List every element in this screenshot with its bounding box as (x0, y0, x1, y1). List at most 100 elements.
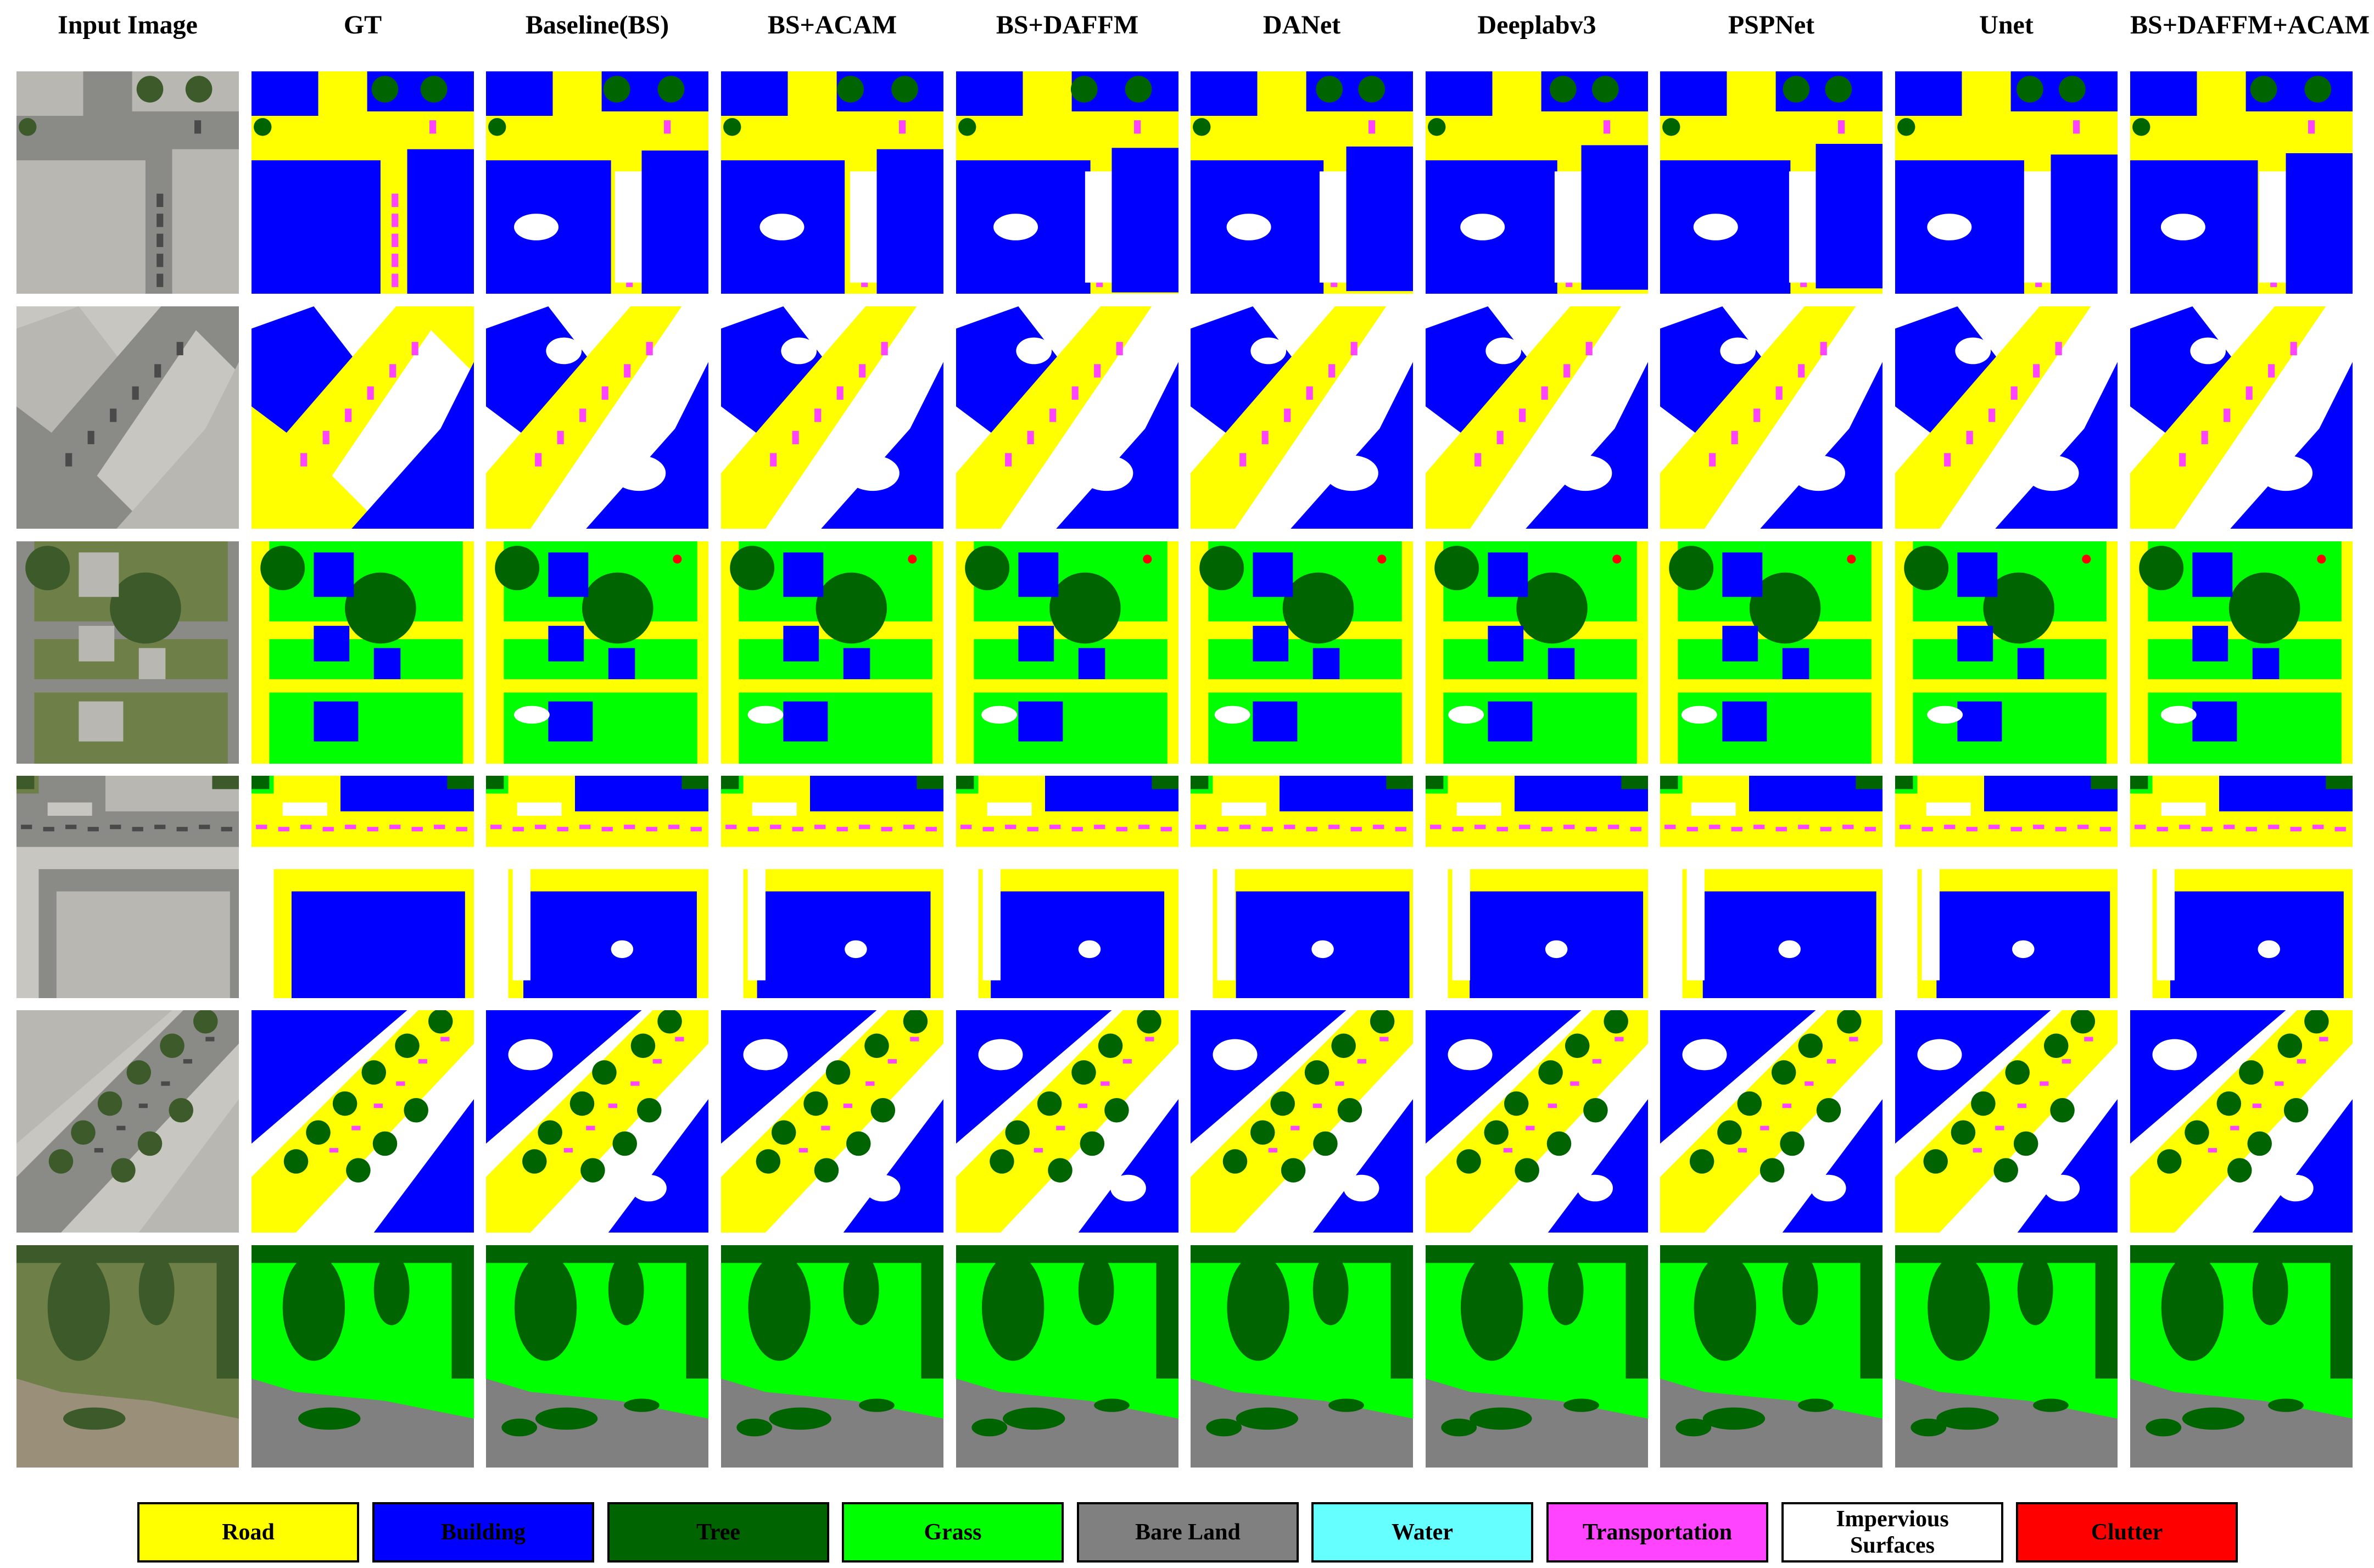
segment-region (361, 1060, 387, 1085)
segment-region (346, 1158, 371, 1183)
segment-region (94, 1148, 103, 1153)
segment-region (548, 552, 589, 597)
segment-region (601, 386, 608, 400)
segment-region (495, 546, 540, 591)
segment-region (1270, 1091, 1295, 1116)
segment-region (611, 940, 634, 959)
segment-region (1452, 869, 1470, 981)
segmentation-map-tile (1660, 306, 1883, 529)
aerial-photo (16, 541, 239, 764)
segment-region (1080, 455, 1133, 491)
segmentation-map (1660, 541, 1883, 764)
segment-region (646, 341, 653, 356)
segment-region (2033, 825, 2045, 830)
segment-region (1191, 1010, 1413, 1233)
segment-region (2043, 1033, 2069, 1059)
segment-region (586, 362, 708, 529)
segment-region (1900, 825, 1911, 830)
segment-region (373, 1099, 474, 1233)
segment-region (116, 362, 239, 529)
segment-region (1152, 776, 1178, 789)
segmentation-map (486, 776, 708, 998)
segment-region (1094, 1398, 1130, 1412)
segment-region (1583, 1097, 1608, 1123)
segment-region (2268, 1398, 2304, 1412)
segment-region (278, 827, 289, 832)
segment-region (1604, 120, 1611, 134)
segment-region (846, 455, 900, 491)
segment-region (2252, 1104, 2261, 1108)
segment-region (721, 679, 943, 693)
segmentation-map-tile (2130, 306, 2353, 529)
segment-region (252, 1245, 474, 1263)
segmentation-map (1895, 71, 2118, 294)
segment-region (1236, 1407, 1299, 1430)
segment-region (1923, 1149, 1948, 1174)
segmentation-map (2130, 541, 2353, 764)
segment-region (630, 1081, 640, 1086)
segment-region (1261, 430, 1269, 445)
segment-region (2157, 869, 2175, 981)
segment-region (815, 572, 887, 644)
segmentation-map-tile (721, 71, 943, 294)
segment-region (1306, 386, 1313, 400)
segment-region (2062, 1059, 2071, 1064)
segment-region (624, 825, 635, 830)
segment-region (345, 572, 416, 644)
segment-region (1570, 1081, 1579, 1086)
segment-region (636, 1097, 662, 1123)
segment-region (657, 76, 685, 103)
segment-region (2024, 171, 2051, 283)
segment-region (1847, 555, 1856, 564)
segment-region (2106, 541, 2118, 764)
segment-region (1820, 341, 1827, 356)
segment-region (686, 1245, 708, 1379)
segment-region (956, 1245, 1178, 1263)
segment-region (514, 214, 559, 240)
segmentation-map-tile (486, 541, 708, 764)
segment-region (1337, 1097, 1362, 1123)
segment-region (2290, 827, 2302, 832)
segment-region (1268, 1148, 1277, 1153)
segmentation-map-tile (1191, 776, 1413, 998)
segment-region (345, 408, 352, 422)
segment-region (392, 214, 399, 227)
segment-region (1078, 1099, 1178, 1233)
legend-label: Bare Land (1135, 1519, 1241, 1545)
segmentation-map (721, 776, 943, 998)
segment-region (132, 827, 143, 832)
segment-region (1328, 825, 1340, 830)
segment-region (2201, 430, 2208, 445)
segment-region (1191, 1379, 1413, 1468)
segment-region (1401, 541, 1413, 764)
segment-region (1753, 825, 1765, 830)
segment-region (1496, 430, 1504, 445)
segment-region (252, 1010, 407, 1144)
segment-region (1759, 1158, 1785, 1183)
segment-region (1820, 827, 1831, 832)
segmentation-map-tile (486, 71, 708, 294)
segment-region (1239, 825, 1251, 830)
segment-region (2152, 847, 2353, 870)
segment-region (1503, 1148, 1512, 1153)
segment-region (2010, 827, 2022, 832)
segment-region (63, 1407, 126, 1430)
segment-region (486, 306, 608, 440)
segment-region (956, 847, 979, 998)
segment-region (1143, 555, 1152, 564)
segment-region (252, 306, 374, 440)
segment-region (1660, 306, 1783, 440)
segment-region (932, 541, 943, 764)
segment-region (1137, 1010, 1161, 1034)
segment-region (411, 341, 418, 356)
segment-region (956, 1010, 1178, 1233)
segment-region (1546, 1131, 1572, 1156)
segment-region (2033, 364, 2040, 378)
segment-region (1944, 825, 1956, 830)
segment-region (252, 160, 381, 294)
segment-region (881, 341, 888, 356)
segment-region (65, 825, 77, 830)
segment-region (2016, 76, 2043, 103)
segment-region (814, 1158, 839, 1183)
segment-region (1798, 1033, 1823, 1059)
